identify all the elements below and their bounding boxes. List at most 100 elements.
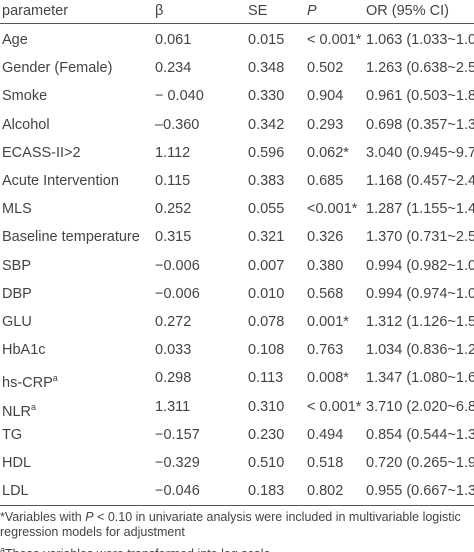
footnote: *Variables with P < 0.10 in univariate a… <box>0 510 470 540</box>
cell-text: Baseline temperature <box>2 229 140 246</box>
cell-value: 0.510 <box>248 454 284 472</box>
superscript: a <box>31 401 37 412</box>
cell-text: 0.961 (0.503~1.835) <box>366 88 474 105</box>
footnote-text: *Variables with <box>0 510 86 524</box>
cell-text: 0.994 (0.982~1.007) <box>366 257 474 274</box>
cell-value: 0.955 (0.667~1.368) <box>366 482 474 500</box>
row-label: ECASS-II>2 <box>2 144 81 162</box>
cell-value: 0.994 (0.974~1.014) <box>366 285 474 303</box>
cell-text: 0.994 (0.974~1.014) <box>366 285 474 302</box>
cell-text: 0.001* <box>307 314 349 330</box>
cell-value: 0.380 <box>307 257 343 275</box>
cell-value: 1.347 (1.080~1.680) <box>366 369 474 387</box>
cell-value: 0.298 <box>155 369 191 387</box>
cell-text: 1.263 (0.638~2.501) <box>366 60 474 77</box>
cell-text: NLR <box>2 403 32 420</box>
cell-value: 0.061 <box>155 31 191 49</box>
cell-text: 0.293 <box>307 116 344 133</box>
cell-text: 0.183 <box>248 483 285 500</box>
cell-text: 0.854 (0.544~1.341) <box>366 426 474 443</box>
cell-text: 0.007 <box>248 257 285 274</box>
cell-text: SBP <box>2 257 32 274</box>
cell-text: 0.321 <box>248 229 285 246</box>
cell-text: 0.298 <box>155 370 192 387</box>
row-label: Age <box>2 31 28 49</box>
cell-text: GLU <box>2 314 32 330</box>
cell-value: 3.040 (0.945~9.782) <box>366 144 474 162</box>
cell-text: LDL <box>2 483 29 500</box>
cell-text: 0.383 <box>248 173 285 189</box>
header-cell: parameter <box>2 3 69 19</box>
cell-text: 0.502 <box>307 60 344 77</box>
cell-value: 0.342 <box>248 116 284 134</box>
cell-value: 0.062* <box>307 144 349 162</box>
cell-text: 0.115 <box>155 173 191 189</box>
cell-value: 0.961 (0.503~1.835) <box>366 87 474 105</box>
cell-text: DBP <box>2 285 32 302</box>
cell-text: 0.033 <box>155 342 192 359</box>
cell-text: < 0.001* <box>307 398 362 415</box>
cell-text: −0.329 <box>155 455 200 471</box>
cell-text: 0.078 <box>248 314 285 330</box>
header-cell: SE <box>248 3 268 19</box>
cell-text: HbA1c <box>2 342 46 359</box>
cell-value: 0.234 <box>155 59 191 77</box>
cell-value: 0.033 <box>155 341 191 359</box>
cell-text: 1.063 (1.033~1.095) <box>366 32 474 48</box>
cell-value: <0.001* <box>307 200 357 218</box>
cell-text: 0.763 <box>307 342 344 359</box>
cell-text: 0.330 <box>248 88 285 105</box>
cell-value: 0.568 <box>307 285 343 303</box>
cell-value: 3.710 (2.020~6.814) <box>366 398 474 416</box>
cell-value: 0.326 <box>307 228 343 246</box>
cell-text: hs-CRP <box>2 375 53 392</box>
cell-text: 0.230 <box>248 426 285 443</box>
cell-text: 0.342 <box>248 116 285 133</box>
cell-text: 0.113 <box>248 370 284 387</box>
cell-text: 0.010 <box>248 285 285 302</box>
cell-text: 0.685 <box>307 173 344 189</box>
cell-text: 0.518 <box>307 455 344 471</box>
cell-value: −0.157 <box>155 426 200 444</box>
cell-text: 3.040 (0.945~9.782) <box>366 144 474 161</box>
cell-value: 0.252 <box>155 200 191 218</box>
cell-value: 0.494 <box>307 426 343 444</box>
row-label: Acute Intervention <box>2 172 119 190</box>
cell-value: 0.078 <box>248 313 284 331</box>
cell-value: –0.360 <box>155 116 199 134</box>
cell-text: Acute Intervention <box>2 173 119 189</box>
cell-value: −0.006 <box>155 257 200 275</box>
cell-value: − 0.040 <box>155 87 204 105</box>
cell-value: 0.348 <box>248 59 284 77</box>
cell-value: 1.168 (0.457~2.484) <box>366 172 474 190</box>
cell-text: 0.596 <box>248 144 285 161</box>
cell-value: 0.007 <box>248 257 284 275</box>
cell-value: 1.287 (1.155~1.434) <box>366 200 474 218</box>
cell-text: 1.311 <box>155 398 191 415</box>
cell-text: 1.347 (1.080~1.680) <box>366 370 474 387</box>
cell-text: 0.315 <box>155 229 192 246</box>
cell-value: 0.272 <box>155 313 191 331</box>
cell-text: 0.955 (0.667~1.368) <box>366 483 474 500</box>
cell-text: 1.168 (0.457~2.484) <box>366 173 474 189</box>
cell-text: 0.015 <box>248 32 285 48</box>
header-cell: P <box>307 3 317 19</box>
cell-text: 0.568 <box>307 285 344 302</box>
cell-text: 0.380 <box>307 257 344 274</box>
row-label: HDL <box>2 454 31 472</box>
cell-value: 0.330 <box>248 87 284 105</box>
cell-text: −0.006 <box>155 257 200 274</box>
cell-value: < 0.001* <box>307 398 361 416</box>
cell-text: –0.360 <box>155 116 200 133</box>
superscript: a <box>0 545 6 552</box>
cell-value: 0.763 <box>307 341 343 359</box>
cell-value: 0.315 <box>155 228 191 246</box>
cell-value: 0.854 (0.544~1.341) <box>366 426 474 444</box>
cell-text: 0.055 <box>248 201 285 218</box>
cell-text: 0.272 <box>155 314 192 330</box>
cell-text: 0.062* <box>307 144 349 161</box>
cell-value: 0.230 <box>248 426 284 444</box>
row-label: Smoke <box>2 87 47 105</box>
cell-value: < 0.001* <box>307 31 361 49</box>
